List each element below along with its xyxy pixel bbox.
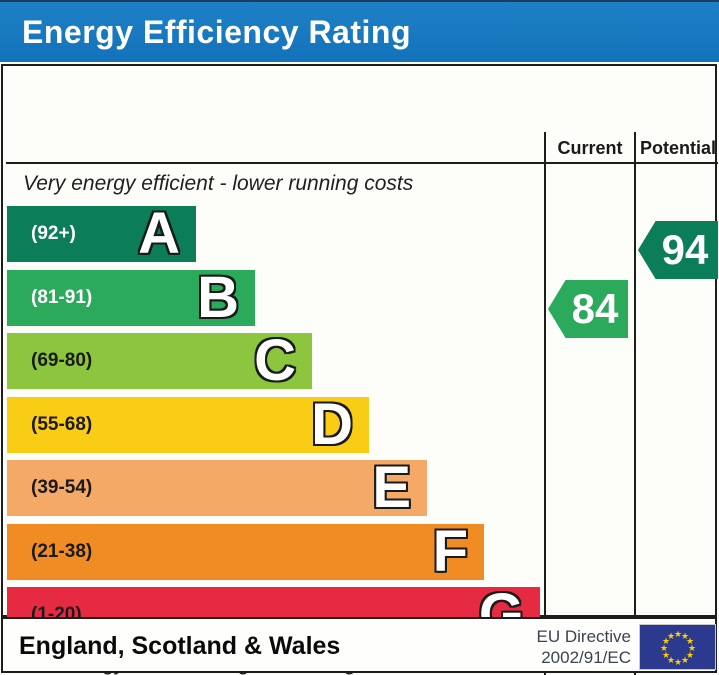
column-header-potential: Potential — [639, 137, 716, 158]
star-icon: ★ — [659, 643, 669, 653]
band-c-range: (69-80) — [31, 350, 93, 371]
star-icon: ★ — [666, 631, 676, 641]
current-rating-value: 84 — [571, 285, 619, 332]
star-icon: ★ — [661, 650, 671, 660]
eu-directive-line1: EU Directive — [536, 627, 631, 646]
column-divider-current — [544, 132, 546, 675]
footer-bar: England, Scotland & Wales EU Directive 2… — [1, 617, 717, 673]
band-e-bar: (39-54) E — [7, 455, 427, 520]
caption-very-efficient: Very energy efficient - lower running co… — [23, 172, 414, 195]
band-d-range: (55-68) — [31, 414, 93, 435]
band-f-range: (21-38) — [31, 541, 93, 562]
band-d-bar: (55-68) D — [7, 392, 369, 457]
band-f-letter: F — [432, 519, 468, 584]
header-divider — [6, 162, 718, 164]
star-icon: ★ — [680, 655, 690, 665]
band-e-range: (39-54) — [31, 477, 93, 498]
eu-flag-icon: ★ ★ ★ ★ ★ ★ ★ ★ ★ ★ ★ ★ — [639, 624, 716, 670]
star-icon: ★ — [661, 636, 671, 646]
potential-rating-value: 94 — [661, 226, 709, 273]
band-a-letter: A — [138, 201, 180, 266]
region-label: England, Scotland & Wales — [19, 632, 341, 660]
star-icon: ★ — [673, 657, 683, 667]
potential-rating-arrow: 94 — [638, 221, 718, 279]
eu-directive-label: EU Directive 2002/91/EC — [503, 626, 631, 668]
star-icon: ★ — [680, 631, 690, 641]
current-rating-arrow: 84 — [548, 280, 628, 338]
band-c-letter: C — [254, 328, 296, 393]
band-e-letter: E — [372, 455, 411, 520]
star-icon: ★ — [687, 643, 697, 653]
column-divider-potential — [634, 132, 636, 675]
band-a-bar: (92+) A — [7, 201, 196, 266]
rating-table: Current Potential Very energy efficient … — [1, 64, 718, 675]
band-d-letter: D — [311, 392, 353, 457]
band-f-bar: (21-38) F — [7, 519, 484, 584]
band-b-bar: (81-91) B — [7, 265, 255, 330]
column-header-current: Current — [557, 137, 623, 158]
eu-directive-line2: 2002/91/EC — [541, 648, 631, 667]
band-a-range: (92+) — [31, 223, 76, 244]
star-icon: ★ — [685, 636, 695, 646]
band-c-bar: (69-80) C — [7, 328, 312, 393]
band-b-letter: B — [197, 265, 239, 330]
title-bar: Energy Efficiency Rating — [0, 0, 719, 62]
star-icon: ★ — [666, 655, 676, 665]
band-b-range: (81-91) — [31, 287, 93, 308]
star-icon: ★ — [673, 629, 683, 639]
page-title: Energy Efficiency Rating — [22, 13, 411, 50]
star-icon: ★ — [685, 650, 695, 660]
